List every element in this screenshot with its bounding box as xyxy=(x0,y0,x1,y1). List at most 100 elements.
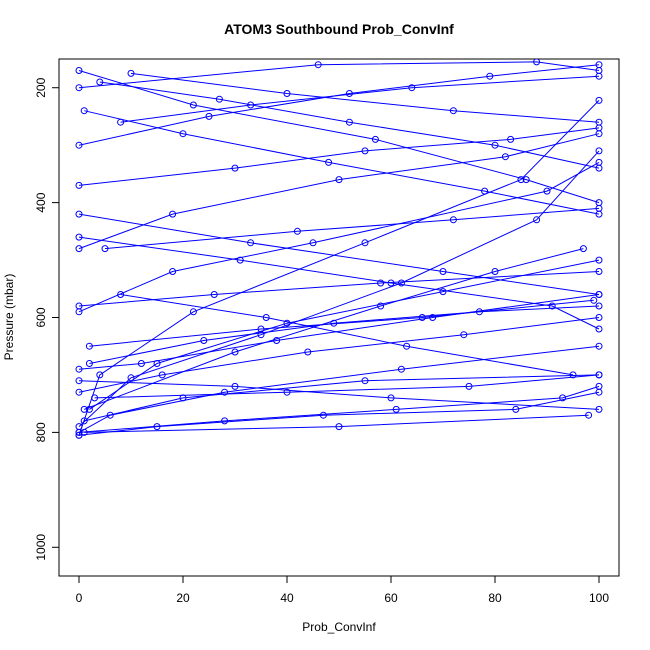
series-1 xyxy=(75,96,603,439)
data-point xyxy=(179,130,187,138)
data-point xyxy=(377,302,385,310)
data-point xyxy=(153,423,161,431)
series-line xyxy=(104,207,600,250)
data-point xyxy=(247,239,255,247)
data-point xyxy=(231,382,239,390)
series-line xyxy=(120,294,574,376)
data-point xyxy=(507,135,515,143)
series-6 xyxy=(75,61,603,149)
data-point xyxy=(85,342,93,350)
data-point xyxy=(262,314,270,321)
data-point xyxy=(158,371,166,379)
series-line xyxy=(84,374,600,422)
data-point xyxy=(309,239,317,247)
series-line xyxy=(84,414,589,433)
x-tick-label: 20 xyxy=(176,591,190,605)
x-axis-label: Prob_ConvInf xyxy=(302,620,376,634)
data-point xyxy=(325,158,333,166)
data-point xyxy=(533,59,541,66)
series-line xyxy=(78,61,600,89)
data-point xyxy=(215,95,223,103)
series-line xyxy=(89,305,600,364)
series-line xyxy=(78,294,600,370)
series-line xyxy=(120,75,600,123)
data-point xyxy=(210,291,218,298)
data-point xyxy=(273,337,281,344)
series-line xyxy=(99,81,600,169)
x-tick-label: 40 xyxy=(280,591,294,605)
series-29 xyxy=(75,388,603,439)
data-point xyxy=(75,428,83,436)
x-tick-label: 80 xyxy=(488,591,502,605)
data-point xyxy=(75,210,83,218)
data-point xyxy=(387,394,395,402)
series-19 xyxy=(80,371,603,425)
series-line xyxy=(78,317,600,393)
data-point xyxy=(189,101,197,109)
data-point xyxy=(179,394,187,402)
data-point xyxy=(595,314,603,321)
data-point xyxy=(80,428,88,436)
data-point xyxy=(595,67,603,74)
data-point xyxy=(335,423,343,431)
series-17 xyxy=(75,314,603,396)
data-point xyxy=(101,245,109,253)
series-line xyxy=(78,150,600,427)
data-point xyxy=(283,319,291,327)
data-point xyxy=(293,227,301,235)
data-point xyxy=(231,348,239,356)
data-point xyxy=(80,405,88,413)
x-tick-label: 0 xyxy=(76,591,83,605)
data-point xyxy=(236,256,244,264)
data-point xyxy=(345,90,353,97)
series-line xyxy=(78,100,600,436)
data-point xyxy=(449,216,457,224)
series-25 xyxy=(75,268,603,310)
series-line xyxy=(78,271,600,307)
chart-title: ATOM3 Southbound Prob_ConvInf xyxy=(224,21,454,37)
data-point xyxy=(486,72,494,80)
data-point xyxy=(137,360,145,367)
series-5 xyxy=(75,342,603,436)
data-point xyxy=(595,405,603,413)
series-28 xyxy=(117,291,577,379)
series-20 xyxy=(80,411,593,436)
y-tick-label: 1000 xyxy=(34,534,48,561)
series-24 xyxy=(85,302,603,367)
data-point xyxy=(595,204,603,212)
data-point xyxy=(91,394,99,402)
data-point xyxy=(585,411,593,419)
data-point xyxy=(304,348,312,356)
data-point xyxy=(319,411,327,419)
data-point xyxy=(75,141,83,149)
data-point xyxy=(117,118,125,126)
data-point xyxy=(517,176,525,184)
data-point xyxy=(75,84,83,92)
data-point xyxy=(75,365,83,373)
data-point xyxy=(595,302,603,310)
data-point xyxy=(439,268,447,275)
series-30 xyxy=(75,124,603,189)
data-point xyxy=(169,210,177,218)
data-point xyxy=(559,394,567,402)
data-point xyxy=(371,135,379,143)
data-point xyxy=(361,377,369,385)
data-point xyxy=(257,325,265,333)
series-line xyxy=(130,72,600,123)
data-point xyxy=(595,256,603,264)
data-point xyxy=(579,245,587,253)
data-point xyxy=(221,417,229,425)
data-point xyxy=(345,118,353,126)
data-point xyxy=(75,181,83,189)
data-point xyxy=(595,325,603,333)
data-point xyxy=(595,124,603,132)
data-point xyxy=(75,67,83,74)
series-7 xyxy=(80,107,603,218)
series-line xyxy=(78,345,600,433)
series-2 xyxy=(75,147,603,431)
series-line xyxy=(89,299,594,347)
data-point xyxy=(377,279,385,287)
data-point xyxy=(429,314,437,321)
series-18 xyxy=(75,382,603,436)
series-line xyxy=(78,127,600,186)
